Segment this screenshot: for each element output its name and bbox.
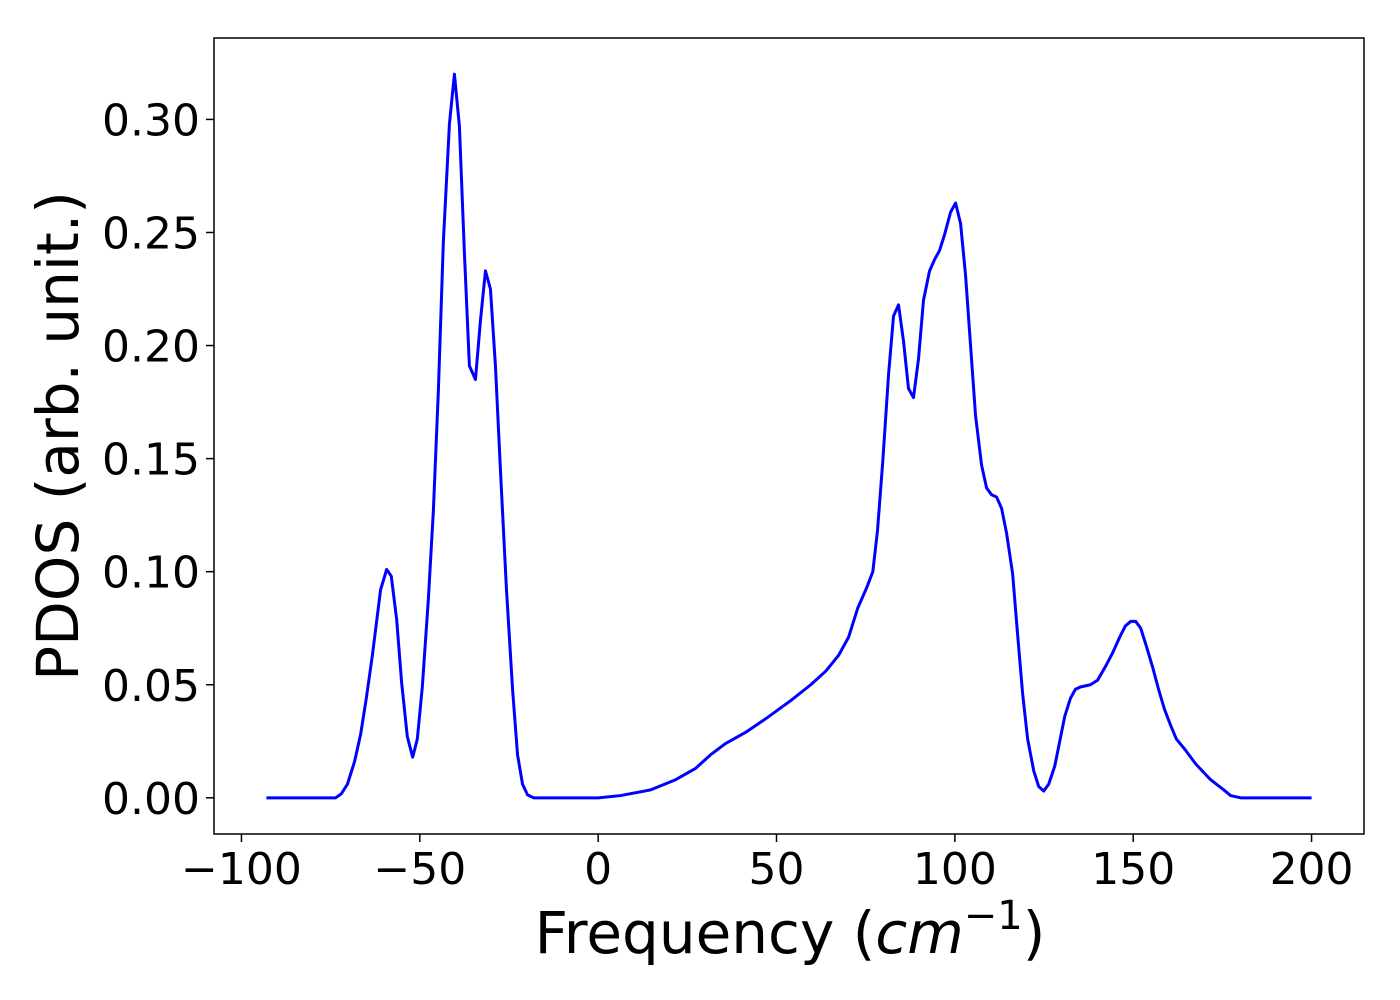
x-tick-label: −50 bbox=[373, 844, 466, 895]
x-tick-label: 100 bbox=[913, 844, 997, 895]
y-tick-label: 0.05 bbox=[102, 661, 200, 712]
y-tick-label: 0.15 bbox=[102, 435, 200, 486]
y-axis-label: PDOS (arb. unit.) bbox=[24, 191, 92, 681]
line-series bbox=[266, 72, 1312, 800]
y-tick-label: 0.10 bbox=[102, 548, 200, 599]
x-tick-label: 150 bbox=[1091, 844, 1175, 895]
x-label-exponent: −1 bbox=[964, 893, 1023, 939]
y-tick-label: 0.30 bbox=[102, 95, 200, 146]
x-tick-label: −100 bbox=[181, 844, 302, 895]
x-tick-label: 0 bbox=[584, 844, 612, 895]
plot-frame bbox=[213, 37, 1365, 835]
x-axis-label: Frequency (cm−1) bbox=[535, 893, 1046, 967]
x-label-unit: cm bbox=[875, 899, 963, 967]
x-label-close: ) bbox=[1023, 899, 1046, 967]
x-label-text: Frequency ( bbox=[535, 899, 876, 967]
y-tick-label: 0.00 bbox=[102, 774, 200, 825]
x-tick-label: 50 bbox=[749, 844, 805, 895]
y-tick-label: 0.20 bbox=[102, 322, 200, 373]
y-tick-label: 0.25 bbox=[102, 208, 200, 259]
x-tick-label: 200 bbox=[1270, 844, 1354, 895]
